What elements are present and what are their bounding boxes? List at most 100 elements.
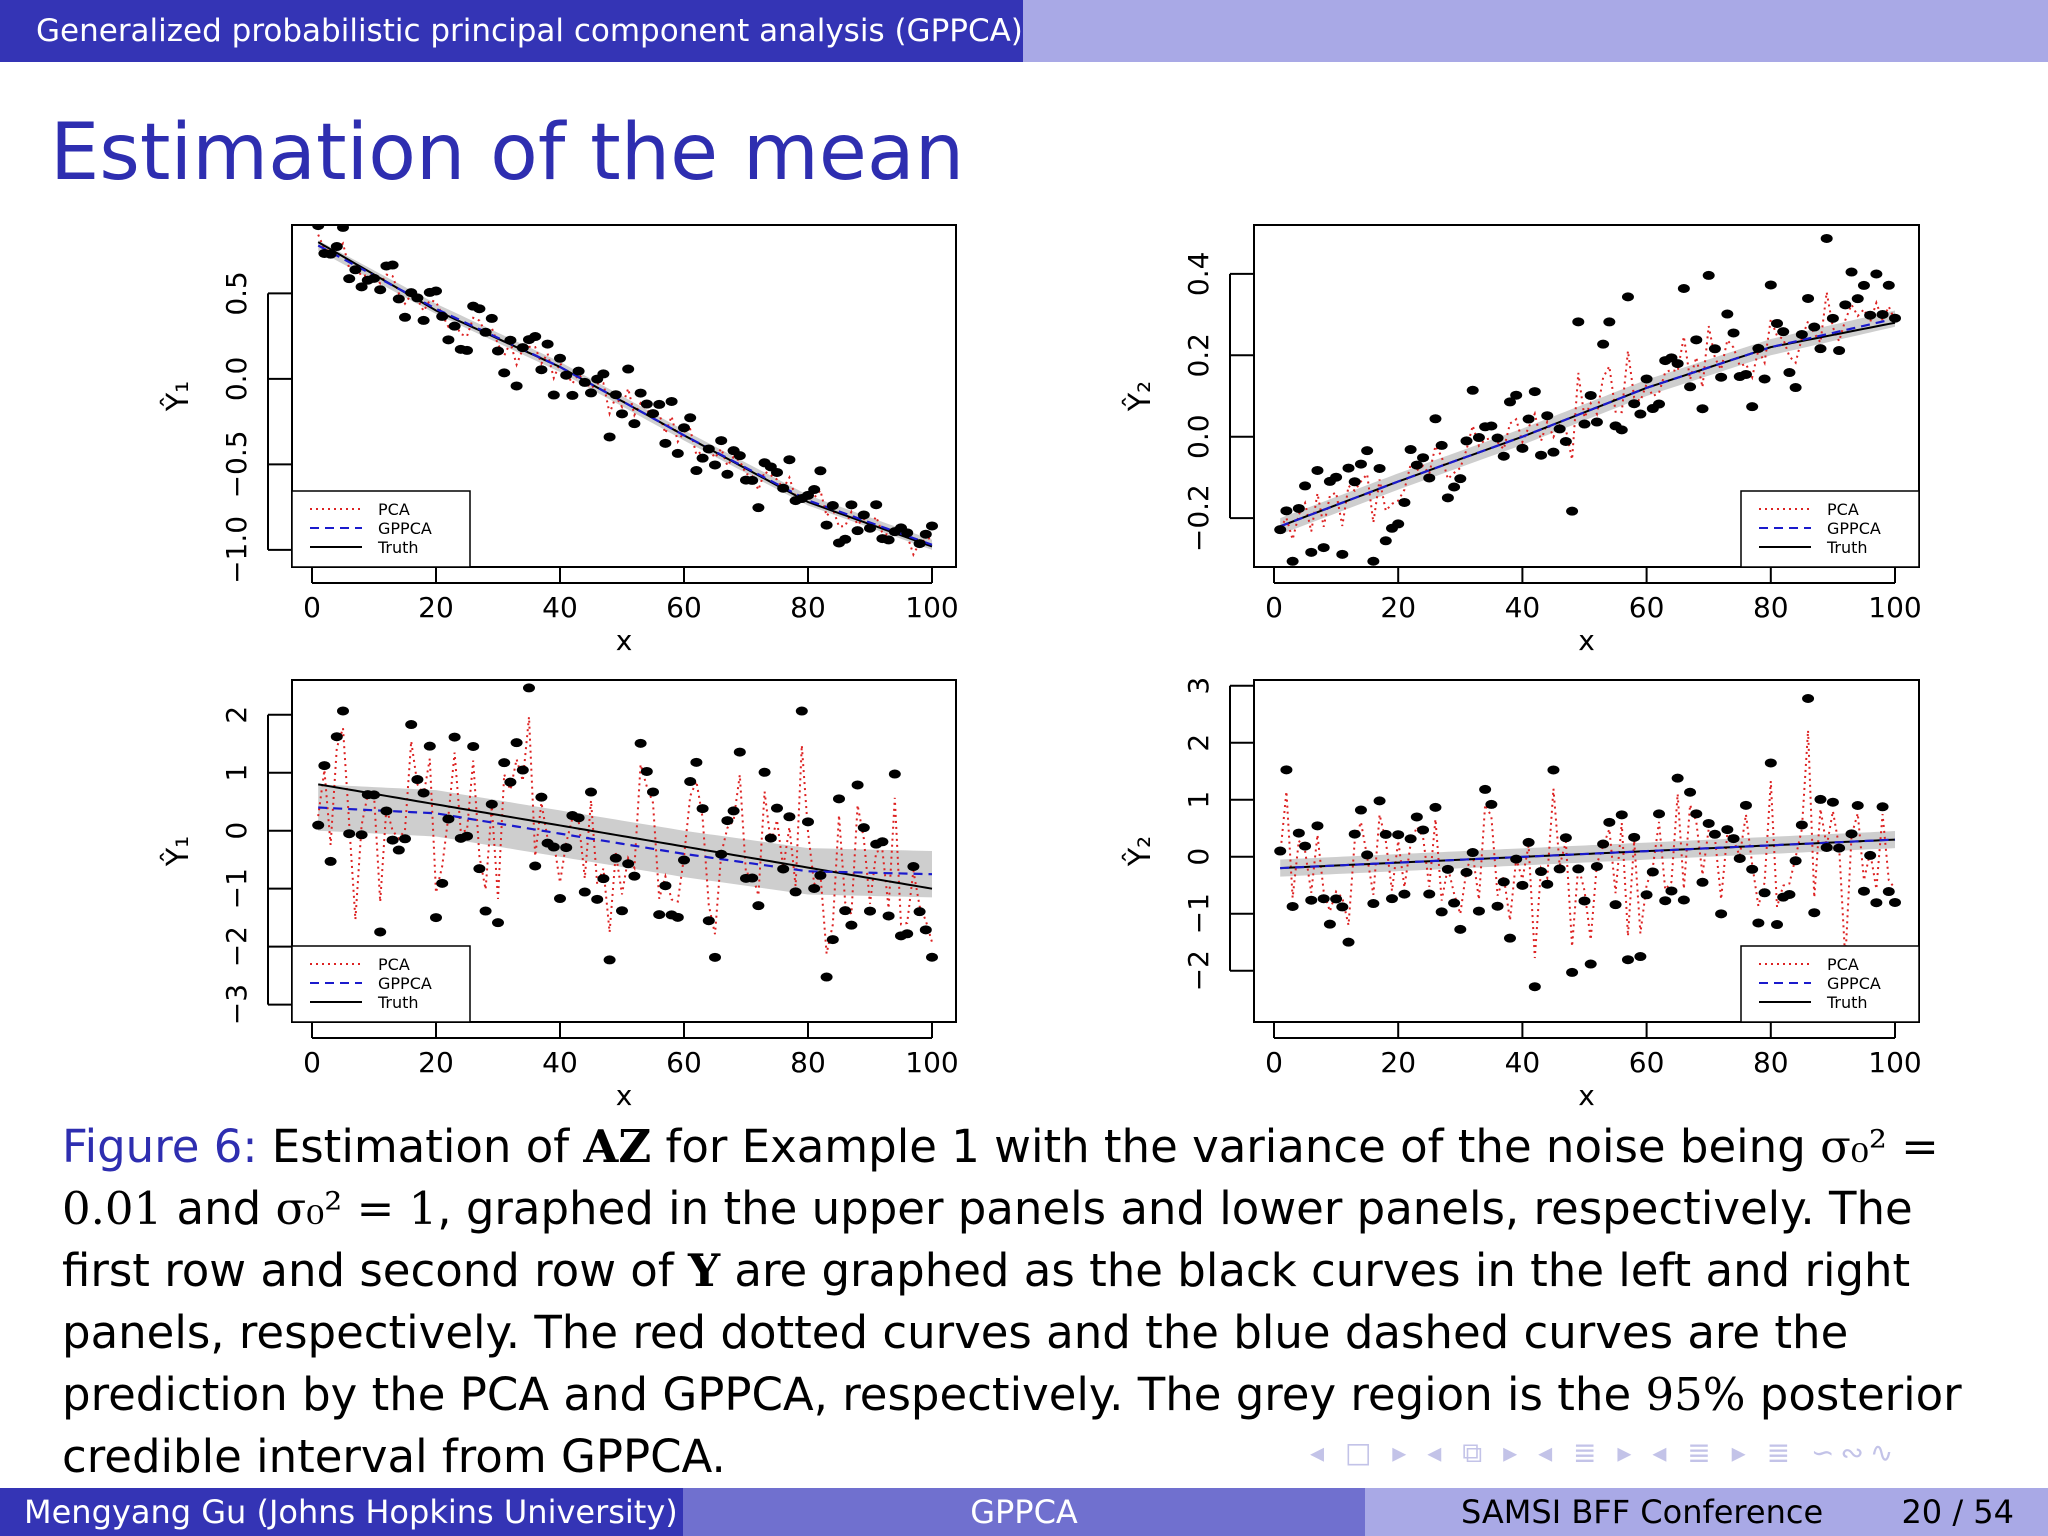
data-point <box>1423 889 1436 899</box>
data-point <box>585 388 597 398</box>
data-point <box>386 835 399 845</box>
data-point <box>510 381 523 391</box>
data-point <box>1721 309 1734 319</box>
data-point <box>857 510 870 520</box>
data-point <box>448 321 461 331</box>
data-point <box>1727 834 1740 844</box>
caption-math-y: Y <box>687 1244 721 1297</box>
data-point <box>634 738 647 748</box>
legend-label: Truth <box>1826 993 1868 1012</box>
data-point <box>1367 556 1380 566</box>
data-point <box>485 313 498 323</box>
data-point <box>1404 445 1417 455</box>
data-point <box>318 761 331 771</box>
data-point <box>1429 414 1442 424</box>
data-point <box>1348 829 1361 839</box>
data-point <box>1640 890 1653 900</box>
data-point <box>771 803 783 813</box>
x-tick-label: 0 <box>303 1046 321 1079</box>
data-point <box>1305 895 1318 905</box>
caption-text-1: Estimation of <box>257 1120 584 1173</box>
data-point <box>516 343 529 353</box>
data-point <box>882 911 895 921</box>
data-point <box>1597 839 1610 849</box>
data-point <box>678 855 690 865</box>
data-point <box>1286 556 1299 566</box>
data-point <box>1572 317 1585 327</box>
data-point <box>1621 292 1634 302</box>
legend-label: PCA <box>1827 500 1859 519</box>
data-point <box>1764 758 1777 768</box>
data-point <box>1795 820 1808 830</box>
x-tick-label: 20 <box>418 1046 454 1079</box>
data-point <box>504 335 517 345</box>
data-point <box>1541 879 1554 889</box>
data-point <box>1789 856 1802 866</box>
data-point <box>1795 329 1808 339</box>
x-tick-label: 0 <box>303 591 321 624</box>
data-point <box>609 853 622 863</box>
data-point <box>1590 861 1603 871</box>
data-point <box>399 312 411 322</box>
data-point <box>572 366 585 376</box>
data-point <box>423 741 436 751</box>
data-point <box>1789 383 1802 393</box>
data-point <box>603 432 616 442</box>
data-point <box>1833 346 1846 356</box>
data-point <box>702 444 715 454</box>
data-point <box>1373 796 1386 806</box>
y-tick-label: 1 <box>220 764 253 782</box>
data-point <box>1851 801 1864 811</box>
data-point <box>746 873 759 883</box>
data-point <box>1373 463 1386 473</box>
data-point <box>647 409 659 419</box>
data-point <box>727 806 740 816</box>
data-point <box>1398 497 1411 507</box>
x-tick-label: 20 <box>1380 1046 1416 1079</box>
data-point <box>1690 809 1703 819</box>
data-point <box>1746 864 1759 874</box>
legend-box <box>291 490 471 568</box>
data-point <box>498 368 511 378</box>
data-point <box>907 568 919 577</box>
footer-right: SAMSI BFF Conference 20 / 54 <box>1365 1488 2048 1536</box>
legend-label: GPPCA <box>378 974 432 993</box>
data-point <box>1354 459 1367 469</box>
data-point <box>510 738 523 748</box>
data-point <box>1814 344 1827 354</box>
data-point <box>1410 812 1423 822</box>
data-point <box>876 837 889 847</box>
y-tick-label: −2 <box>220 926 253 967</box>
data-point <box>926 521 938 531</box>
data-point <box>473 304 486 314</box>
data-point <box>1535 450 1548 460</box>
data-point <box>1472 433 1485 443</box>
y-tick-label: 0.2 <box>1182 333 1215 378</box>
data-point <box>554 894 566 904</box>
data-point <box>430 286 442 296</box>
data-point <box>1466 385 1479 395</box>
data-point <box>826 501 839 511</box>
data-point <box>1752 343 1765 353</box>
data-point <box>777 864 790 874</box>
legend-label: GPPCA <box>378 519 432 538</box>
data-point <box>535 792 548 802</box>
data-point <box>1398 889 1411 899</box>
data-point <box>1522 414 1535 424</box>
data-point <box>498 758 511 768</box>
beamer-navigation-icons[interactable]: ◂ □ ▸ ◂ ⧉ ▸ ◂ ≣ ▸ ◂ ≣ ▸ ≣ ∽∾∿ <box>1310 1436 1900 1469</box>
data-point <box>851 780 864 790</box>
data-point <box>1870 898 1883 908</box>
data-point <box>1889 897 1901 907</box>
x-axis-label: x <box>616 1079 633 1110</box>
x-tick-label: 80 <box>790 591 826 624</box>
data-point <box>690 466 703 476</box>
data-point <box>1361 850 1374 860</box>
data-point <box>1876 802 1889 812</box>
data-point <box>913 907 926 917</box>
plot-frame <box>1253 679 1920 1023</box>
data-point <box>1839 300 1852 310</box>
data-point <box>1702 818 1715 828</box>
data-point <box>1566 967 1579 977</box>
